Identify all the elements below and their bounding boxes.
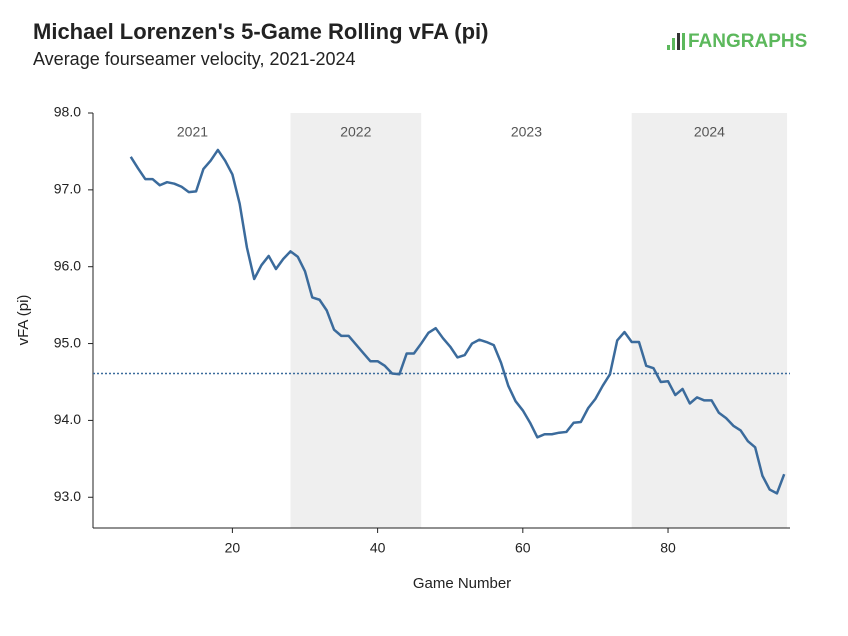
x-tick-label: 80 — [660, 540, 676, 556]
logo-bar — [677, 33, 680, 50]
x-axis-label: Game Number — [413, 575, 511, 592]
season-label: 2023 — [511, 124, 542, 140]
y-tick-label: 98.0 — [54, 104, 81, 120]
season-label: 2022 — [340, 124, 371, 140]
chart-subtitle: Average fourseamer velocity, 2021-2024 — [33, 49, 356, 69]
y-tick-label: 96.0 — [54, 257, 81, 273]
x-tick-label: 40 — [370, 540, 386, 556]
logo-text: FANGRAPHS — [688, 31, 807, 52]
y-tick-label: 97.0 — [54, 181, 81, 197]
x-tick-label: 20 — [225, 540, 241, 556]
logo: FANGRAPHS — [667, 31, 807, 52]
chart-title: Michael Lorenzen's 5-Game Rolling vFA (p… — [33, 19, 489, 44]
season-shade — [290, 113, 422, 528]
y-axis-label: vFA (pi) — [15, 295, 32, 346]
season-label: 2021 — [177, 124, 208, 140]
y-tick-label: 95.0 — [54, 334, 81, 350]
logo-bar — [672, 38, 675, 50]
y-tick-label: 93.0 — [54, 488, 81, 504]
logo-bar — [682, 33, 685, 50]
x-tick-label: 60 — [515, 540, 531, 556]
season-shade — [631, 113, 788, 528]
logo-bar — [667, 45, 670, 50]
y-tick-label: 94.0 — [54, 411, 81, 427]
series-line — [129, 148, 786, 495]
season-label: 2024 — [694, 124, 725, 140]
